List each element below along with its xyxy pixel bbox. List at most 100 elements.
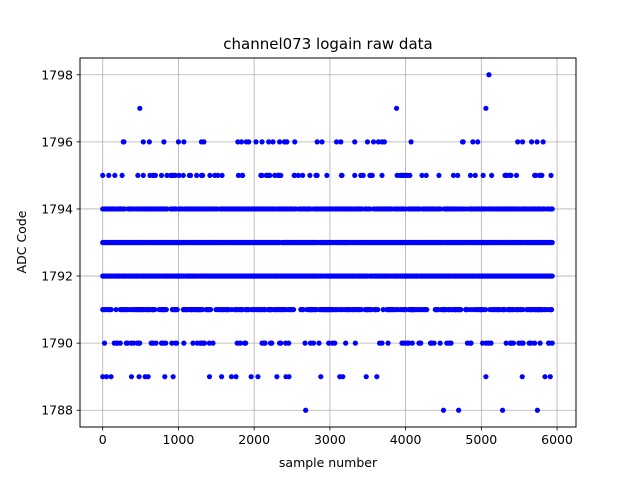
data-point: [290, 306, 297, 313]
data-point: [248, 374, 254, 380]
y-tick-label: 1794: [41, 201, 73, 216]
data-point: [381, 139, 388, 145]
data-point: [339, 172, 345, 179]
data-point: [172, 172, 179, 179]
data-point: [393, 105, 400, 111]
data-point: [300, 306, 306, 313]
data-point: [219, 374, 225, 380]
data-point: [352, 139, 358, 145]
data-point: [549, 206, 555, 212]
data-point: [201, 139, 207, 145]
data-point: [164, 172, 170, 179]
data-point: [529, 139, 535, 145]
data-point: [472, 172, 478, 179]
data-point: [375, 306, 381, 313]
data-point: [270, 139, 276, 145]
data-point: [470, 139, 476, 145]
data-point: [238, 139, 245, 145]
x-tick-label: 3000: [314, 432, 346, 447]
data-point: [207, 306, 214, 313]
data-point: [146, 139, 152, 145]
data-point: [424, 306, 430, 313]
data-point: [340, 374, 346, 380]
data-point: [292, 139, 298, 145]
data-point: [200, 306, 206, 313]
y-tick-label: 1792: [41, 269, 73, 284]
data-point: [255, 374, 261, 380]
data-point: [163, 306, 169, 313]
data-point: [163, 340, 169, 346]
data-point: [278, 172, 284, 179]
x-tick-label: 1000: [163, 432, 195, 447]
data-point: [436, 172, 442, 179]
data-point: [100, 172, 106, 179]
data-point: [326, 340, 332, 346]
data-point: [539, 172, 545, 179]
data-point: [292, 172, 298, 179]
data-point: [228, 374, 235, 380]
data-point: [277, 139, 283, 145]
data-point: [286, 374, 292, 380]
data-point: [259, 139, 265, 145]
data-point: [235, 172, 242, 179]
data-point: [540, 139, 546, 145]
x-tick-label: 2000: [238, 432, 270, 447]
data-point: [438, 206, 444, 212]
data-point: [274, 374, 280, 380]
data-point: [174, 340, 180, 346]
data-point: [253, 139, 259, 145]
data-point: [448, 340, 454, 346]
data-point: [482, 306, 489, 313]
x-tick-label: 6000: [541, 432, 573, 447]
data-point: [467, 172, 474, 179]
data-point: [169, 340, 175, 346]
data-point: [360, 172, 366, 179]
data-point: [284, 139, 290, 145]
data-point: [367, 206, 373, 212]
data-point: [549, 273, 555, 279]
data-point: [332, 340, 338, 346]
data-point: [278, 340, 284, 346]
data-point: [215, 172, 221, 179]
data-point: [483, 105, 489, 111]
data-point: [431, 340, 437, 346]
data-point: [314, 172, 320, 179]
data-point: [194, 172, 200, 179]
chart-title: channel073 logain raw data: [223, 35, 432, 53]
data-point: [380, 306, 386, 313]
data-point: [152, 172, 159, 179]
data-point: [479, 340, 486, 346]
data-point: [181, 139, 187, 145]
data-point: [131, 340, 137, 346]
data-point: [100, 374, 106, 380]
data-point: [456, 407, 462, 413]
data-point: [338, 139, 344, 145]
data-point: [533, 172, 539, 179]
data-point: [352, 172, 358, 179]
data-point: [162, 374, 168, 380]
data-point: [314, 139, 320, 145]
data-point: [136, 374, 142, 380]
data-point: [117, 340, 123, 346]
axis-ticks: 0 1000 2000 3000 4000 5000 6000 1788 1790 1792 179…: [41, 67, 573, 447]
data-point: [534, 407, 540, 413]
data-point: [364, 139, 371, 145]
data-point: [103, 374, 110, 380]
data-point: [269, 340, 275, 346]
data-point: [316, 340, 322, 346]
data-point: [379, 340, 385, 346]
data-point: [152, 306, 158, 313]
data-point: [121, 139, 127, 145]
data-point: [369, 172, 375, 179]
data-point: [153, 340, 159, 346]
y-axis-label: ADC Code: [14, 210, 29, 273]
data-point: [175, 139, 182, 145]
data-point: [187, 172, 194, 179]
data-point: [240, 172, 246, 179]
data-point: [300, 172, 306, 179]
data-point: [201, 340, 208, 346]
data-point: [333, 139, 340, 145]
data-point: [343, 340, 349, 346]
data-point: [246, 139, 252, 145]
data-point: [176, 172, 182, 179]
